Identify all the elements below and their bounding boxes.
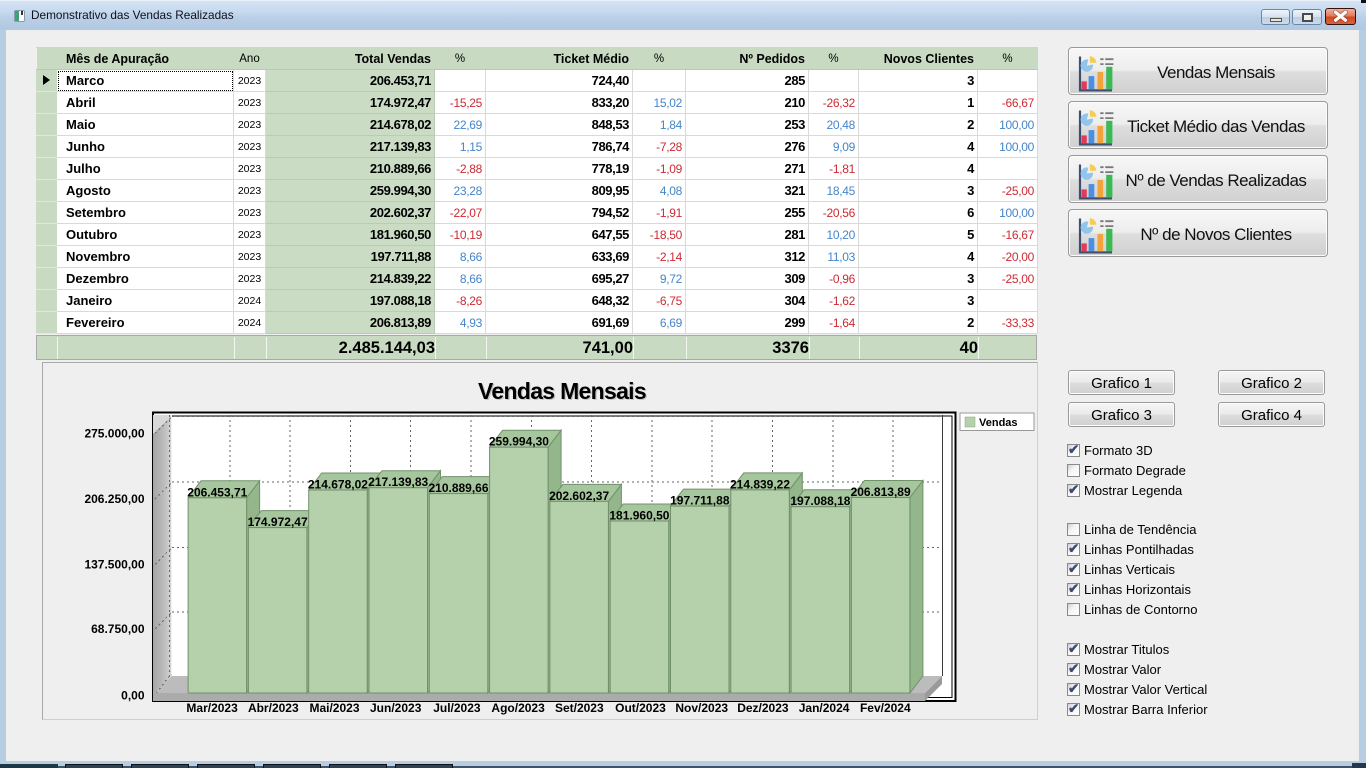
svg-text:206.813,89: 206.813,89 [851, 485, 911, 499]
svg-text:Jan/2024: Jan/2024 [799, 701, 850, 715]
svg-text:210.889,66: 210.889,66 [428, 481, 488, 495]
svg-text:Vendas: Vendas [979, 417, 1018, 429]
svg-text:214.678,02: 214.678,02 [308, 478, 368, 492]
svg-text:206.453,71: 206.453,71 [187, 485, 247, 499]
svg-text:197.088,18: 197.088,18 [790, 494, 850, 508]
svg-text:Jun/2023: Jun/2023 [370, 701, 422, 715]
svg-text:214.839,22: 214.839,22 [730, 477, 790, 491]
svg-text:206.250,00: 206.250,00 [84, 492, 144, 506]
svg-text:Vendas Mensais: Vendas Mensais [479, 379, 647, 405]
svg-text:Jul/2023: Jul/2023 [433, 701, 481, 715]
svg-text:181.960,50: 181.960,50 [609, 509, 669, 523]
svg-text:202.602,37: 202.602,37 [549, 489, 609, 503]
svg-text:Mar/2023: Mar/2023 [186, 701, 238, 715]
svg-text:275.000,00: 275.000,00 [84, 426, 144, 440]
svg-text:Ago/2023: Ago/2023 [491, 701, 545, 715]
svg-text:68.750,00: 68.750,00 [91, 622, 145, 636]
svg-text:Mai/2023: Mai/2023 [309, 701, 359, 715]
svg-text:197.711,88: 197.711,88 [670, 494, 730, 508]
svg-text:137.500,00: 137.500,00 [84, 557, 144, 571]
svg-text:Out/2023: Out/2023 [615, 701, 666, 715]
svg-text:Set/2023: Set/2023 [555, 701, 604, 715]
svg-text:259.994,30: 259.994,30 [489, 435, 549, 449]
svg-text:174.972,47: 174.972,47 [248, 515, 308, 529]
svg-text:Vendas Mensais: Vendas Mensais [478, 378, 646, 404]
svg-text:Abr/2023: Abr/2023 [248, 701, 299, 715]
svg-text:Dez/2023: Dez/2023 [737, 701, 789, 715]
svg-text:Nov/2023: Nov/2023 [675, 701, 728, 715]
svg-text:0,00: 0,00 [121, 689, 145, 703]
svg-text:Fev/2024: Fev/2024 [860, 701, 911, 715]
svg-text:217.139,83: 217.139,83 [368, 475, 428, 489]
